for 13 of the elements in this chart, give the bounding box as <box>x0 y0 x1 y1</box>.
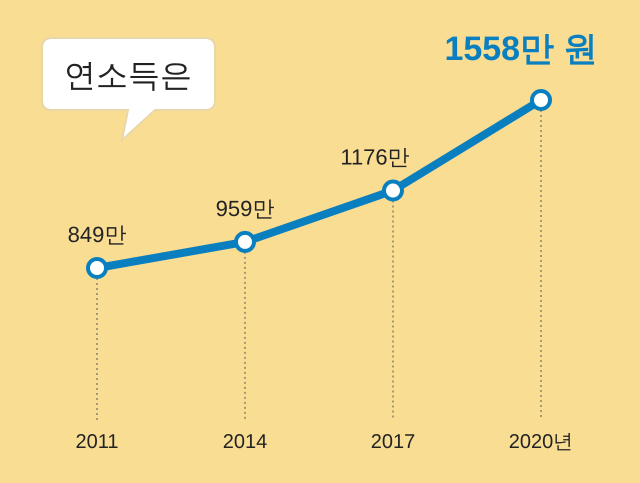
point <box>86 257 108 279</box>
x-tick-label: 2011 <box>75 431 119 453</box>
point <box>234 230 256 253</box>
x-tick-label: 2014 <box>222 431 268 453</box>
x-tick-label: 2017 <box>370 431 416 453</box>
point <box>530 89 552 111</box>
data-label: 1176만 <box>340 144 410 170</box>
data-label: 1558만 원 <box>444 30 598 68</box>
point <box>382 180 404 202</box>
x-tick-label: 2020년 <box>508 431 574 453</box>
data-label: 959만 <box>216 196 274 221</box>
data-label: 849만 <box>68 222 126 247</box>
chart-title: 연소득은 <box>64 57 192 93</box>
